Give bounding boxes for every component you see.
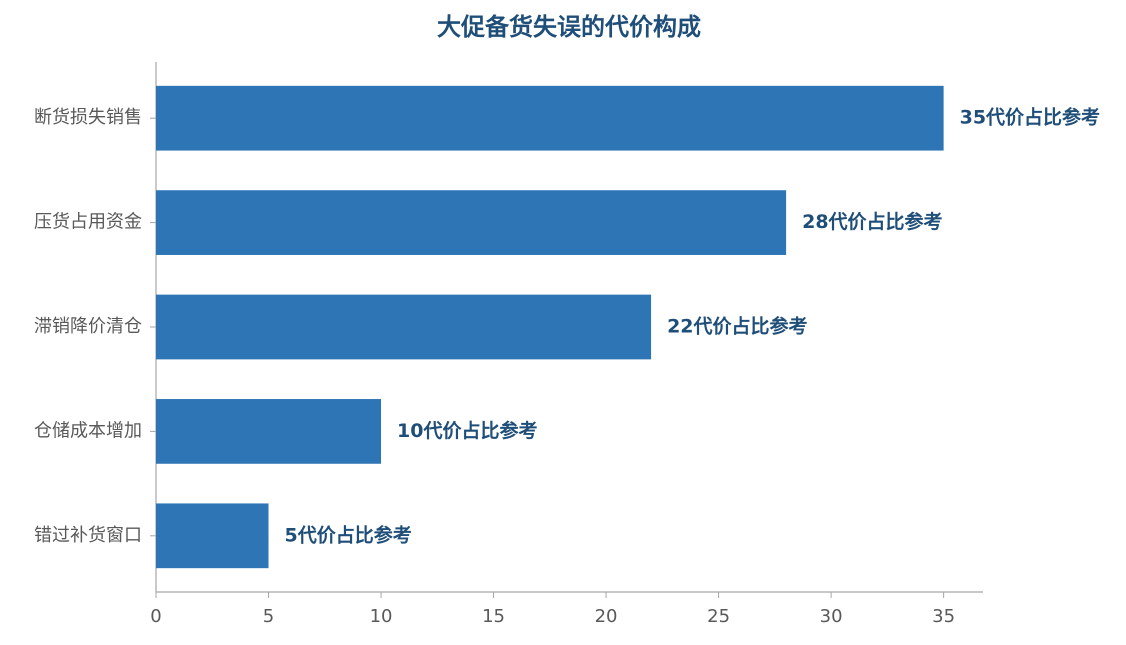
bar bbox=[156, 190, 787, 255]
x-tick-label: 10 bbox=[370, 606, 393, 627]
y-tick-label: 滞销降价清仓 bbox=[34, 316, 142, 337]
value-label: 5代价占比参考 bbox=[285, 523, 412, 546]
x-tick-label: 30 bbox=[820, 606, 843, 627]
bar bbox=[156, 503, 269, 569]
bar bbox=[156, 294, 652, 360]
value-label: 10代价占比参考 bbox=[397, 419, 537, 442]
value-label: 35代价占比参考 bbox=[960, 106, 1100, 129]
value-label: 28代价占比参考 bbox=[802, 210, 942, 233]
x-tick-label: 20 bbox=[595, 606, 618, 627]
y-tick-label: 错过补货窗口 bbox=[34, 525, 142, 546]
y-tick-label: 断货损失销售 bbox=[34, 107, 142, 128]
x-tick-label: 15 bbox=[482, 606, 505, 627]
x-tick-label: 0 bbox=[150, 606, 161, 627]
x-tick-label: 25 bbox=[707, 606, 730, 627]
x-tick-label: 35 bbox=[932, 606, 955, 627]
y-tick-label: 仓储成本增加 bbox=[34, 420, 142, 441]
bar bbox=[156, 399, 382, 464]
bar bbox=[156, 85, 944, 151]
chart-title: 大促备货失误的代价构成 bbox=[437, 13, 701, 41]
value-label: 22代价占比参考 bbox=[667, 315, 807, 338]
x-tick-label: 5 bbox=[263, 606, 274, 627]
y-tick-label: 压货占用资金 bbox=[34, 212, 142, 233]
